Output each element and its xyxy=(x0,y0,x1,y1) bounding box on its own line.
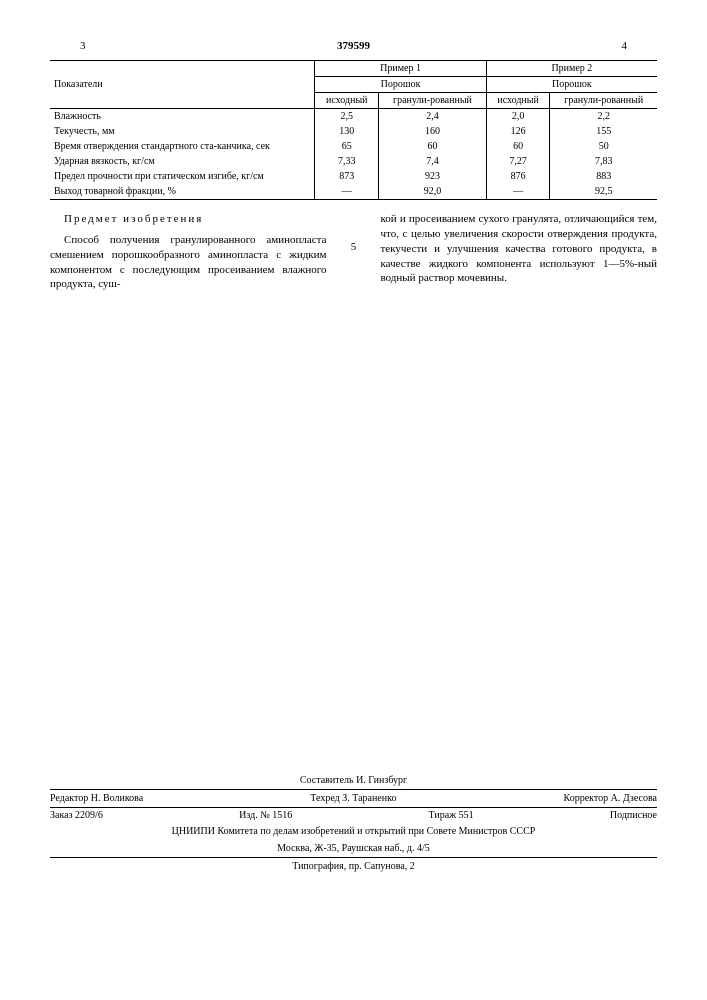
row-label: Текучесть, мм xyxy=(50,124,315,139)
cell: 2,2 xyxy=(550,109,657,125)
order: Заказ 2209/6 xyxy=(50,810,103,821)
cell: 7,33 xyxy=(315,154,379,169)
cell: 92,5 xyxy=(550,184,657,200)
cell: 7,27 xyxy=(486,154,550,169)
org: ЦНИИПИ Комитета по делам изобретений и о… xyxy=(50,823,657,840)
powder-header-2: Порошок xyxy=(486,77,657,93)
cell: 883 xyxy=(550,169,657,184)
line-number: 5 xyxy=(347,212,361,292)
row-label: Предел прочности при статическом изгибе,… xyxy=(50,169,315,184)
col-indicators-header: Показатели xyxy=(50,61,315,109)
cell: 2,5 xyxy=(315,109,379,125)
tech: Техред З. Тараненко xyxy=(310,793,396,804)
data-table: Показатели Пример 1 Пример 2 Порошок Пор… xyxy=(50,60,657,200)
cell: 923 xyxy=(379,169,487,184)
cell: 50 xyxy=(550,139,657,154)
address: Москва, Ж-35, Раушская наб., д. 4/5 xyxy=(50,840,657,858)
table-row: Ударная вязкость, кг/см 7,33 7,4 7,27 7,… xyxy=(50,154,657,169)
compiler: Составитель И. Гинзбург xyxy=(50,772,657,789)
body-columns: Предмет изобретения Способ получения гра… xyxy=(50,212,657,292)
footer-order-row: Заказ 2209/6 Изд. № 1516 Тираж 551 Подпи… xyxy=(50,808,657,823)
row-label: Выход товарной фракции, % xyxy=(50,184,315,200)
footer-credits: Редактор Н. Воликова Техред З. Тараненко… xyxy=(50,789,657,808)
corrector: Корректор А. Дзесова xyxy=(564,793,657,804)
issue: Изд. № 1516 xyxy=(239,810,292,821)
cell: 60 xyxy=(379,139,487,154)
cell: — xyxy=(315,184,379,200)
cell: 7,4 xyxy=(379,154,487,169)
source-header-1: исходный xyxy=(315,93,379,109)
cell: 876 xyxy=(486,169,550,184)
row-label: Влажность xyxy=(50,109,315,125)
cell: 60 xyxy=(486,139,550,154)
cell: 2,4 xyxy=(379,109,487,125)
example1-header: Пример 1 xyxy=(315,61,486,77)
cell: 873 xyxy=(315,169,379,184)
right-column: кой и просеиванием сухого гранулята, отл… xyxy=(381,212,658,292)
cell: 65 xyxy=(315,139,379,154)
table-row: Время отверждения стандартного ста-канчи… xyxy=(50,139,657,154)
patent-number: 379599 xyxy=(337,40,370,52)
header-row: 3 379599 4 xyxy=(50,40,657,52)
table-row: Влажность 2,5 2,4 2,0 2,2 xyxy=(50,109,657,125)
subject-heading: Предмет изобретения xyxy=(50,212,327,227)
left-col-num: 3 xyxy=(80,40,86,52)
cell: 160 xyxy=(379,124,487,139)
right-col-num: 4 xyxy=(622,40,628,52)
powder-header-1: Порошок xyxy=(315,77,486,93)
cell: — xyxy=(486,184,550,200)
footer: Составитель И. Гинзбург Редактор Н. Воли… xyxy=(50,772,657,875)
table-row: Предел прочности при статическом изгибе,… xyxy=(50,169,657,184)
circulation: Тираж 551 xyxy=(429,810,474,821)
row-label: Время отверждения стандартного ста-канчи… xyxy=(50,139,315,154)
typography: Типография, пр. Сапунова, 2 xyxy=(50,858,657,875)
cell: 7,83 xyxy=(550,154,657,169)
cell: 126 xyxy=(486,124,550,139)
granulated-header-1: гранули-рованный xyxy=(379,93,487,109)
left-column: Предмет изобретения Способ получения гра… xyxy=(50,212,327,292)
row-label: Ударная вязкость, кг/см xyxy=(50,154,315,169)
example2-header: Пример 2 xyxy=(486,61,657,77)
granulated-header-2: гранули-рованный xyxy=(550,93,657,109)
source-header-2: исходный xyxy=(486,93,550,109)
right-paragraph: кой и просеиванием сухого гранулята, отл… xyxy=(381,212,658,286)
cell: 92,0 xyxy=(379,184,487,200)
cell: 130 xyxy=(315,124,379,139)
cell: 155 xyxy=(550,124,657,139)
table-row: Выход товарной фракции, % — 92,0 — 92,5 xyxy=(50,184,657,200)
table-row: Текучесть, мм 130 160 126 155 xyxy=(50,124,657,139)
left-paragraph: Способ получения гранулированного аминоп… xyxy=(50,233,327,292)
editor: Редактор Н. Воликова xyxy=(50,793,143,804)
subscription: Подписное xyxy=(610,810,657,821)
cell: 2,0 xyxy=(486,109,550,125)
